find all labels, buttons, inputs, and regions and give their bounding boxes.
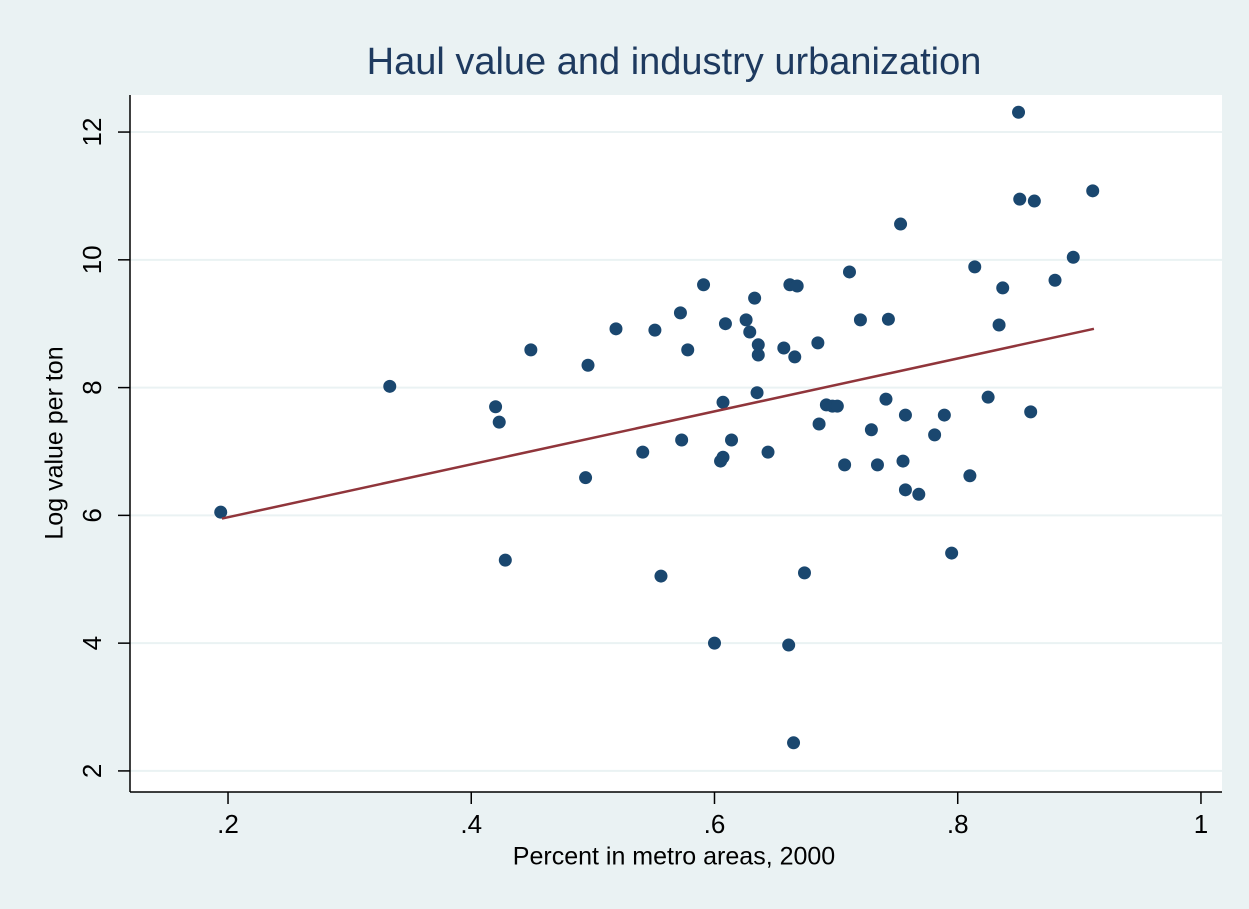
point — [751, 348, 765, 362]
point — [498, 553, 512, 567]
point — [716, 450, 730, 464]
point — [750, 386, 764, 400]
y-axis-title: Log value per ton — [41, 346, 69, 539]
x-tick-label: .6 — [704, 809, 726, 839]
point — [1024, 405, 1038, 419]
point — [581, 358, 595, 372]
y-tick-label: 2 — [77, 764, 107, 778]
point — [743, 325, 757, 339]
point — [896, 454, 910, 468]
y-tick-label: 12 — [77, 118, 107, 147]
point — [383, 379, 397, 393]
point — [879, 392, 893, 406]
point — [928, 428, 942, 442]
point — [853, 313, 867, 327]
point — [697, 278, 711, 292]
point — [842, 265, 856, 279]
point — [992, 318, 1006, 332]
point — [748, 291, 762, 305]
point — [898, 483, 912, 497]
fit-line — [221, 327, 1095, 520]
point — [214, 505, 228, 519]
point — [830, 399, 844, 413]
point — [1048, 273, 1062, 287]
point — [811, 336, 825, 350]
point — [718, 317, 732, 331]
point — [870, 458, 884, 472]
point — [707, 636, 721, 650]
point — [609, 322, 623, 336]
x-tick-label: .4 — [460, 809, 482, 839]
point — [675, 433, 689, 447]
y-tick-label: 10 — [77, 245, 107, 274]
point — [881, 312, 895, 326]
point — [912, 487, 926, 501]
point — [673, 306, 687, 320]
point — [777, 341, 791, 355]
point — [579, 471, 593, 485]
point — [739, 313, 753, 327]
point — [864, 423, 878, 437]
point — [751, 338, 765, 352]
x-tick-label: .2 — [217, 809, 239, 839]
x-tick-label: 1 — [1194, 809, 1208, 839]
point — [782, 638, 796, 652]
x-axis-title: Percent in metro areas, 2000 — [513, 843, 835, 871]
y-tick-label: 6 — [77, 508, 107, 522]
point — [996, 281, 1010, 295]
point — [945, 546, 959, 560]
point — [761, 445, 775, 459]
point — [790, 279, 804, 293]
point — [797, 566, 811, 580]
point — [937, 408, 951, 422]
point — [648, 323, 662, 337]
point — [1027, 194, 1041, 208]
point — [787, 736, 801, 750]
plot-area — [130, 95, 1222, 792]
point — [898, 408, 912, 422]
point — [1066, 250, 1080, 264]
point — [524, 343, 538, 357]
point — [492, 415, 506, 429]
point — [636, 445, 650, 459]
point — [894, 217, 908, 231]
chart-title: Haul value and industry urbanization — [367, 41, 982, 83]
y-tick-label: 8 — [77, 380, 107, 394]
point — [716, 395, 730, 409]
x-tick-label: .8 — [947, 809, 969, 839]
point — [788, 350, 802, 364]
point — [968, 260, 982, 274]
point — [812, 417, 826, 431]
point — [489, 400, 503, 414]
point — [1013, 192, 1027, 206]
point — [681, 343, 695, 357]
point — [1086, 184, 1100, 198]
y-tick-label: 4 — [77, 636, 107, 650]
point — [1012, 105, 1026, 119]
point — [981, 390, 995, 404]
point — [963, 469, 977, 483]
point — [838, 458, 852, 472]
point — [725, 433, 739, 447]
point — [654, 569, 668, 583]
